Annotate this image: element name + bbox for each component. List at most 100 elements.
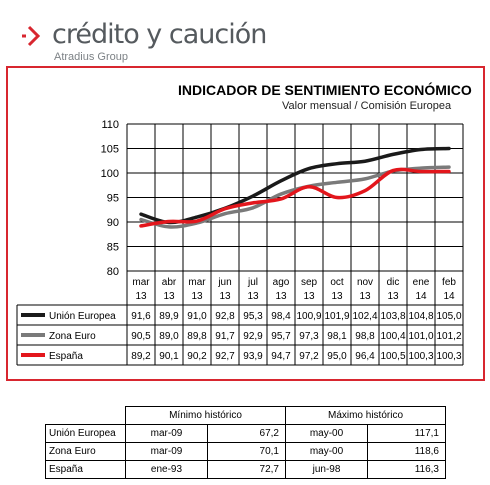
y-tick-label: 105	[101, 144, 119, 156]
max-value: 118,6	[367, 442, 446, 461]
x-tick-label: jul	[247, 277, 258, 288]
x-tick-label: 13	[135, 291, 147, 302]
x-tick-label: 13	[191, 291, 203, 302]
data-label: 91,7	[215, 331, 235, 342]
data-label: 100,9	[296, 311, 321, 322]
x-tick-label: oct	[330, 277, 344, 288]
data-label: 98,8	[355, 331, 375, 342]
data-label: 89,0	[159, 331, 179, 342]
row-name: Unión Europea	[45, 424, 126, 443]
row-name: Zona Euro	[45, 442, 126, 461]
data-label: 102,4	[352, 311, 377, 322]
chart-subtitle: Valor mensual / Comisión Europea	[282, 100, 452, 112]
chart-title: INDICADOR DE SENTIMIENTO ECONÓMICO	[178, 82, 472, 98]
brand-group: Atradius Group	[54, 51, 128, 63]
min-value: 72,7	[207, 460, 286, 479]
y-tick-label: 100	[101, 168, 119, 180]
data-label: 95,7	[271, 331, 291, 342]
data-label: 101,2	[436, 331, 461, 342]
data-label: 100,5	[380, 351, 405, 362]
min-date: mar-09	[125, 442, 208, 461]
data-label: 104,8	[408, 311, 433, 322]
x-tick-label: 13	[163, 291, 175, 302]
data-label: 96,4	[355, 351, 375, 362]
x-tick-label: jun	[217, 277, 231, 288]
x-tick-label: 13	[219, 291, 231, 302]
historical-corner	[46, 407, 126, 425]
x-tick-label: mar	[188, 277, 206, 288]
data-label: 91,6	[131, 311, 151, 322]
x-tick-label: ago	[273, 277, 290, 288]
brand-name: crédito y caución	[52, 19, 267, 50]
data-label: 98,4	[271, 311, 291, 322]
series-line	[139, 167, 451, 228]
data-label: 95,3	[243, 311, 263, 322]
data-label: 92,8	[215, 311, 235, 322]
data-label: 95,0	[327, 351, 347, 362]
x-tick-label: 13	[275, 291, 287, 302]
legend-label: Unión Europea	[49, 311, 116, 322]
data-label: 100,4	[380, 331, 405, 342]
y-tick-label: 85	[107, 242, 119, 254]
data-label: 92,7	[215, 351, 235, 362]
data-label: 100,3	[436, 351, 461, 362]
max-value: 116,3	[367, 460, 446, 479]
data-label: 98,1	[327, 331, 347, 342]
data-label: 105,0	[436, 311, 461, 322]
data-label: 90,1	[159, 351, 179, 362]
data-label: 100,3	[408, 351, 433, 362]
legend-label: España	[49, 351, 83, 362]
data-label: 90,2	[187, 351, 207, 362]
x-tick-label: ene	[413, 277, 430, 288]
x-tick-label: feb	[442, 277, 456, 288]
table-row: Unión Europea mar-09 67,2 may-00 117,1	[45, 424, 446, 443]
data-label: 91,0	[187, 311, 207, 322]
y-tick-label: 95	[107, 193, 119, 205]
min-header: Mínimo histórico	[125, 406, 286, 425]
historical-header-row: Mínimo histórico Máximo histórico	[46, 406, 446, 425]
y-tick-label: 90	[107, 217, 119, 229]
x-tick-label: nov	[357, 277, 373, 288]
max-header: Máximo histórico	[285, 406, 446, 425]
table-row: España ene-93 72,7 jun-98 116,3	[45, 460, 446, 479]
x-tick-label: 14	[443, 291, 455, 302]
x-tick-label: 13	[247, 291, 259, 302]
brand-arrow-icon	[22, 25, 41, 47]
data-label: 101,0	[408, 331, 433, 342]
data-label: 89,8	[187, 331, 207, 342]
x-tick-label: dic	[387, 277, 400, 288]
min-date: ene-93	[125, 460, 208, 479]
historical-table: Mínimo histórico Máximo histórico Unión …	[45, 406, 446, 479]
data-label: 90,5	[131, 331, 151, 342]
max-date: jun-98	[285, 460, 368, 479]
table-row: Zona Euro mar-09 70,1 may-00 118,6	[45, 442, 446, 461]
max-date: may-00	[285, 424, 368, 443]
data-label: 97,2	[299, 351, 319, 362]
min-date: mar-09	[125, 424, 208, 443]
y-tick-label: 110	[101, 119, 119, 131]
x-tick-label: 13	[359, 291, 371, 302]
max-value: 117,1	[367, 424, 446, 443]
data-label: 94,7	[271, 351, 291, 362]
x-tick-label: mar	[132, 277, 150, 288]
legend-label: Zona Euro	[49, 331, 96, 342]
chart-frame	[6, 66, 485, 381]
data-label: 89,9	[159, 311, 179, 322]
row-name: España	[45, 460, 126, 479]
data-label: 101,9	[324, 311, 349, 322]
x-tick-label: 13	[387, 291, 399, 302]
y-tick-label: 80	[107, 266, 119, 278]
data-label: 97,3	[299, 331, 319, 342]
series-line	[139, 146, 451, 225]
x-tick-label: 13	[331, 291, 343, 302]
max-date: may-00	[285, 442, 368, 461]
data-label: 92,9	[243, 331, 263, 342]
x-tick-label: abr	[162, 277, 177, 288]
x-tick-label: 13	[303, 291, 315, 302]
min-value: 67,2	[207, 424, 286, 443]
x-tick-label: 14	[415, 291, 427, 302]
min-value: 70,1	[207, 442, 286, 461]
brand-logo: crédito y caución Atradius Group	[20, 18, 267, 66]
data-label: 89,2	[131, 351, 151, 362]
